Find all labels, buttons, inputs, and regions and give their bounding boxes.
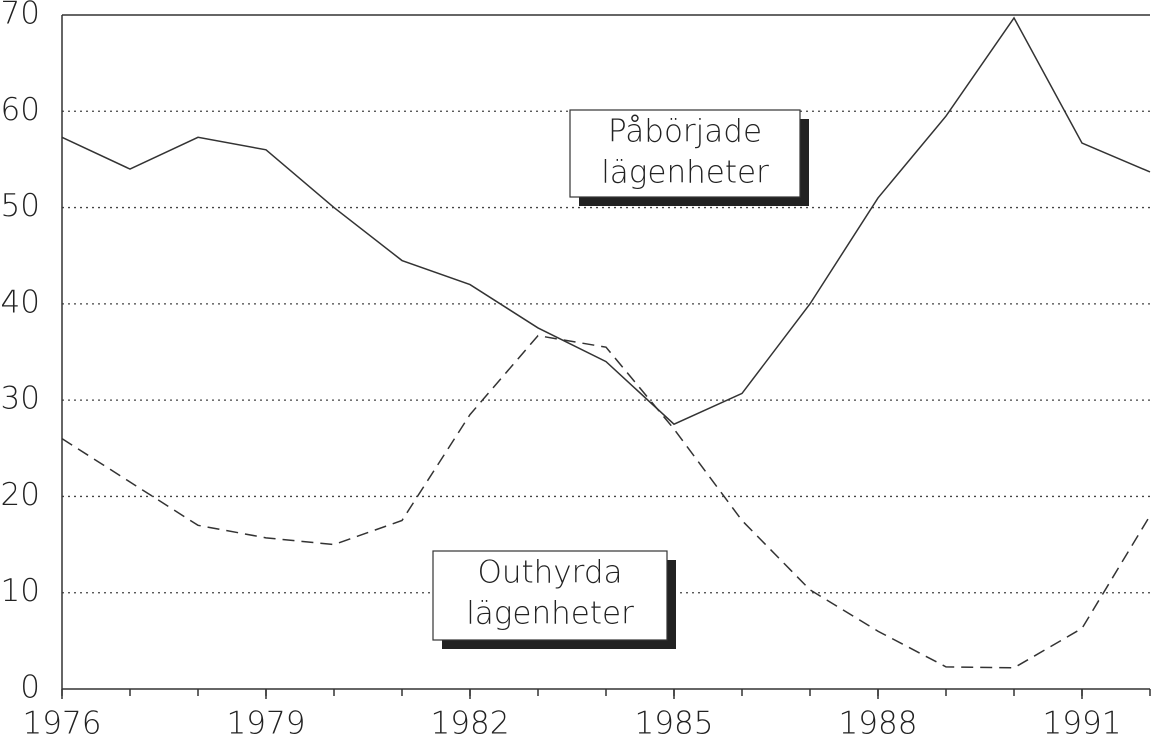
x-tick-label: 1976 [23, 706, 102, 742]
series-line [61, 334, 1151, 669]
series-line [61, 16, 1151, 426]
x-tick-label: 1982 [431, 706, 510, 742]
x-tick-label: 1979 [227, 706, 306, 742]
series-label: Outhyrda [477, 555, 622, 591]
series-label: lägenheter [601, 155, 769, 191]
y-tick-label: 30 [1, 381, 40, 417]
y-tick-label: 50 [1, 188, 40, 224]
label-box [569, 109, 801, 198]
y-tick-label: 40 [1, 284, 40, 320]
y-tick-label: 0 [20, 670, 40, 706]
series-label: lägenheter [466, 596, 634, 632]
series-label: Påbörjade [608, 114, 762, 150]
x-tick-label: 1988 [839, 706, 918, 742]
x-tick-label: 1991 [1043, 706, 1122, 742]
y-tick-label: 70 [1, 0, 40, 32]
y-tick-label: 60 [1, 92, 40, 128]
y-tick-label: 10 [1, 573, 40, 609]
y-tick-label: 20 [1, 477, 40, 513]
x-tick-label: 1985 [635, 706, 714, 742]
label-box [432, 550, 668, 641]
